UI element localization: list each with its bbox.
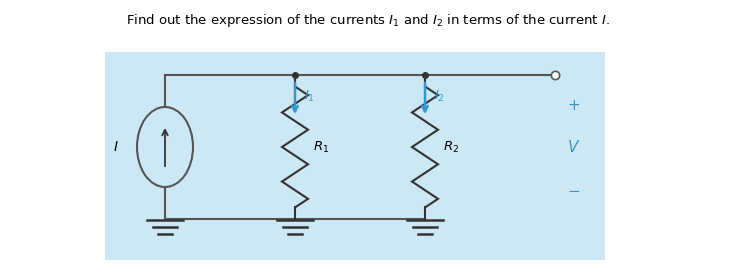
Text: Find out the expression of the currents $I_1$ and $I_2$ in terms of the current : Find out the expression of the currents …: [126, 12, 610, 29]
Text: $-$: $-$: [567, 182, 580, 197]
Text: $I$: $I$: [113, 140, 119, 154]
Text: $I_2$: $I_2$: [434, 89, 445, 104]
Text: $I_1$: $I_1$: [304, 89, 315, 104]
Text: $R_1$: $R_1$: [313, 139, 329, 155]
FancyBboxPatch shape: [105, 52, 605, 260]
Text: $+$: $+$: [567, 97, 580, 112]
Text: $R_2$: $R_2$: [443, 139, 459, 155]
Text: $V$: $V$: [567, 139, 580, 155]
